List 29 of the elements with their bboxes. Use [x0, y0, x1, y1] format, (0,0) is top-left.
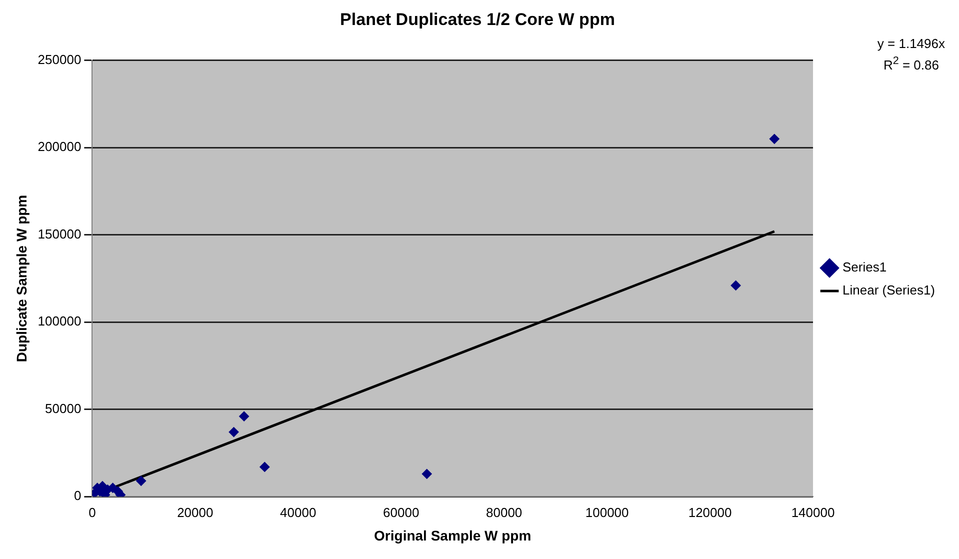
point [136, 476, 146, 486]
point [260, 462, 270, 472]
y-tick-label: 150000 [38, 226, 82, 242]
x-tick-label: 40000 [280, 504, 316, 520]
x-tick-label: 80000 [486, 504, 522, 520]
point [239, 411, 250, 422]
point [422, 468, 432, 479]
legend-label: Linear (Series1) [842, 282, 936, 298]
y-tick-label: 50000 [45, 400, 82, 416]
y-axis-title: Duplicate Sample W ppm [13, 194, 30, 362]
x-tick-label: 120000 [688, 504, 732, 520]
point [228, 427, 239, 438]
text: y = 1.1496x [877, 36, 945, 51]
x-tick-label: 100000 [585, 504, 629, 520]
y-tick-label: 0 [74, 488, 82, 504]
point [730, 280, 741, 290]
point [108, 482, 118, 493]
x-tick-label: 20000 [177, 504, 214, 520]
legend-label: Series1 [842, 260, 887, 275]
y-tick-label: 250000 [38, 52, 82, 67]
point [769, 134, 780, 144]
y-tick-label: 200000 [38, 139, 82, 154]
text: R$^{2}$ = 0.86 [882, 55, 940, 72]
x-tick-label: 60000 [383, 504, 420, 520]
y-tick-label: 100000 [38, 314, 82, 329]
x-axis-title: Original Sample W ppm [374, 527, 532, 544]
x-tick-label: 140000 [791, 504, 835, 520]
x-tick-label: 0 [88, 504, 96, 520]
chart-title: Planet Duplicates 1/2 Core W ppm [340, 10, 615, 29]
